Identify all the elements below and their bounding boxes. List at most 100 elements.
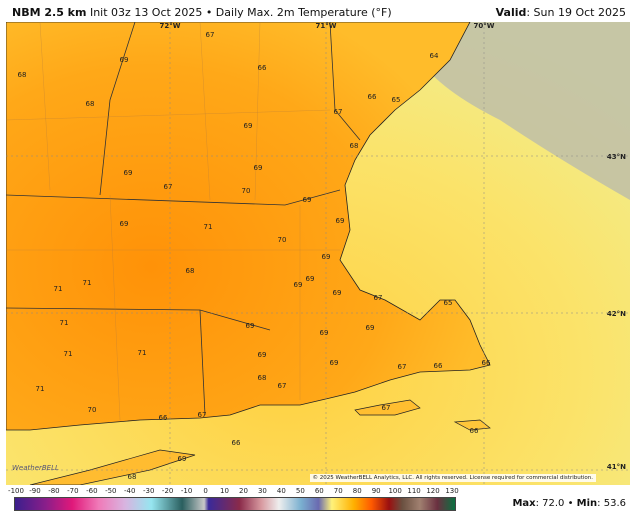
- colorbar-tick: 0: [203, 487, 208, 495]
- temperature-label: 70: [278, 236, 287, 244]
- temperature-label: 69: [178, 455, 187, 463]
- colorbar-tick: 60: [314, 487, 324, 495]
- colorbar-tick: -50: [105, 487, 117, 495]
- temperature-label: 69: [336, 217, 345, 225]
- valid-time: Valid: Sun 19 Oct 2025: [496, 6, 626, 19]
- valid-label: Valid: [495, 6, 527, 19]
- temperature-label: 71: [60, 319, 69, 327]
- temperature-label: 69: [246, 322, 255, 330]
- colorbar-tick: 80: [352, 487, 362, 495]
- colorbar-tick: -20: [161, 487, 174, 495]
- temperature-label: 71: [83, 279, 92, 287]
- temperature-label: 66: [470, 427, 479, 435]
- temperature-label: 68: [186, 267, 195, 275]
- longitude-label: 71°W: [316, 22, 337, 30]
- colorbar-tick: -90: [29, 487, 41, 495]
- temperature-label: 69: [120, 56, 129, 64]
- temperature-label: 67: [398, 363, 407, 371]
- temperature-label: 67: [198, 411, 207, 419]
- temperature-label: 69: [244, 122, 253, 130]
- temperature-label: 67: [278, 382, 287, 390]
- colorbar-tick: 130: [445, 487, 459, 495]
- colorbar: [14, 497, 456, 511]
- temperature-label: 69: [330, 359, 339, 367]
- init-text: Init 03z 13 Oct 2025 • Daily Max. 2m Tem…: [89, 6, 392, 19]
- temperature-label: 67: [334, 108, 343, 116]
- temperature-label: 66: [368, 93, 377, 101]
- colorbar-tick: -70: [67, 487, 79, 495]
- temperature-label: 67: [382, 404, 391, 412]
- state-borders: [6, 22, 361, 416]
- colorbar-tick: 20: [239, 487, 248, 495]
- colorbar-tick: 40: [276, 487, 286, 495]
- temperature-label: 66: [232, 439, 241, 447]
- temperature-label: 65: [444, 299, 453, 307]
- temperature-label: 68: [86, 100, 95, 108]
- colorbar-tick: 10: [220, 487, 229, 495]
- temperature-label: 66: [482, 359, 491, 367]
- temperature-label: 69: [303, 196, 312, 204]
- model-name: NBM 2.5 km: [12, 6, 87, 19]
- max-min-stats: Max: 72.0 • Min: 53.6: [512, 498, 626, 509]
- temperature-label: 64: [430, 52, 439, 60]
- temperature-label: 69: [120, 220, 129, 228]
- land-mass: [6, 22, 491, 431]
- temperature-label: 70: [242, 187, 251, 195]
- temperature-label: 67: [374, 294, 383, 302]
- temperature-label: 66: [434, 362, 443, 370]
- colorbar-tick: -80: [48, 487, 60, 495]
- colorbar-tick: -100: [8, 487, 24, 495]
- temperature-label: 71: [36, 385, 45, 393]
- latitude-label: 41°N: [607, 463, 626, 471]
- longitude-label: 72°W: [160, 22, 181, 30]
- long-island: [29, 449, 196, 485]
- county-borders: [6, 22, 340, 421]
- temperature-label: 68: [258, 374, 267, 382]
- temperature-map[interactable]: 72°W 71°W 70°W 43°N 42°N 41°N 67 68 69 66 68 69 67 6…: [6, 22, 630, 485]
- map-title: NBM 2.5 km Init 03z 13 Oct 2025 • Daily …: [12, 6, 392, 19]
- colorbar-tick: 100: [388, 487, 402, 495]
- temperature-label: 70: [88, 406, 97, 414]
- valid-value: : Sun 19 Oct 2025: [526, 6, 626, 19]
- longitude-label: 70°W: [474, 22, 495, 30]
- temperature-label: 65: [392, 96, 401, 104]
- temperature-label: 69: [333, 289, 342, 297]
- colorbar-tick: 30: [257, 487, 267, 495]
- temperature-label: 69: [294, 281, 303, 289]
- max-value: : 72.0 •: [535, 498, 577, 509]
- max-label: Max: [512, 498, 536, 509]
- temperature-label: 67: [164, 183, 173, 191]
- temperature-label: 68: [18, 71, 27, 79]
- colorbar-tick: -10: [180, 487, 193, 495]
- temperature-label: 71: [204, 223, 213, 231]
- temperature-label: 71: [64, 350, 73, 358]
- nantucket: [453, 419, 491, 431]
- colorbar-tick: 110: [407, 487, 421, 495]
- min-value: : 53.6: [597, 498, 626, 509]
- min-label: Min: [576, 498, 598, 509]
- temperature-label: 69: [322, 253, 331, 261]
- copyright: © 2025 WeatherBELL Analytics, LLC. All r…: [309, 474, 596, 482]
- gray-ocean-area: [420, 22, 630, 200]
- temperature-label: 71: [138, 349, 147, 357]
- temperature-label: 71: [54, 285, 63, 293]
- temperature-label: 69: [366, 324, 375, 332]
- colorbar-tick: -60: [86, 487, 98, 495]
- colorbar-tick: 70: [333, 487, 343, 495]
- temperature-label: 68: [128, 473, 137, 481]
- latitude-label: 42°N: [607, 310, 626, 318]
- temperature-label: 69: [306, 275, 315, 283]
- colorbar-tick: 120: [426, 487, 440, 495]
- temperature-label: 69: [258, 351, 267, 359]
- temperature-label: 69: [124, 169, 133, 177]
- colorbar-tick: 90: [371, 487, 381, 495]
- temperature-label: 69: [254, 164, 263, 172]
- colorbar-tick: -30: [142, 487, 155, 495]
- latitude-label: 43°N: [607, 153, 626, 161]
- temperature-label: 67: [206, 31, 215, 39]
- marthas-vineyard: [354, 399, 421, 416]
- temperature-label: 69: [320, 329, 329, 337]
- temperature-label: 68: [350, 142, 359, 150]
- colorbar-tick: -40: [124, 487, 136, 495]
- weatherbell-logo: WeatherBELL: [12, 464, 59, 472]
